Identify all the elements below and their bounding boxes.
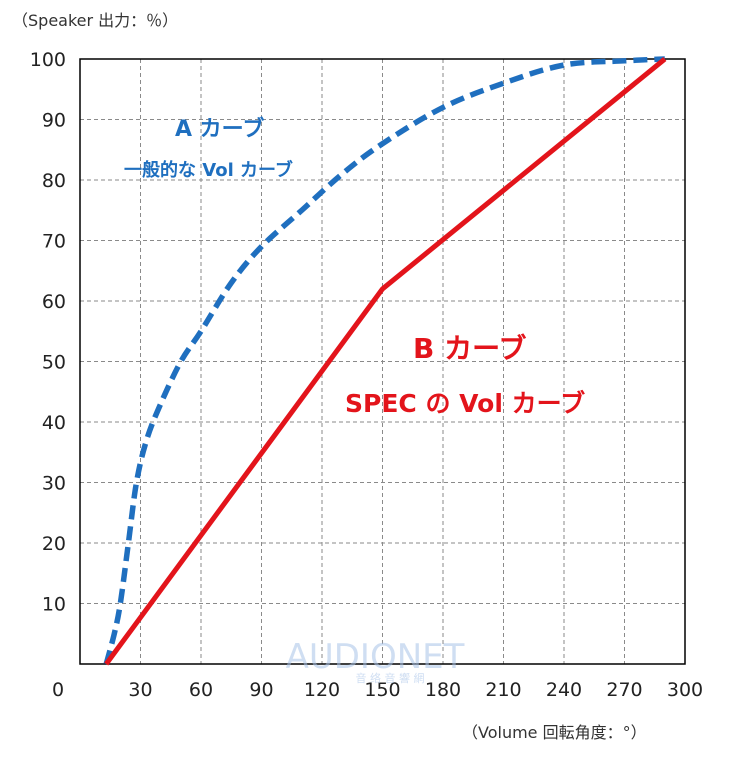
watermark: AUDIONET 音 络 音 響 網 (286, 637, 465, 685)
plot-frame (79, 58, 686, 665)
series-lines (103, 56, 667, 666)
annotation-b-subtitle: SPEC の Vol カーブ (345, 389, 585, 418)
y-tick-label: 70 (42, 231, 66, 253)
x-tick-label: 0 (52, 679, 64, 701)
x-tick-label: 180 (425, 679, 461, 701)
x-tick-label: 90 (249, 679, 273, 701)
x-tick-label: 150 (364, 679, 400, 701)
x-tick-label: 240 (546, 679, 582, 701)
x-axis-label: （Volume 回転角度：°） (462, 723, 647, 742)
y-tick-label: 80 (42, 170, 66, 192)
x-tick-label: 60 (189, 679, 213, 701)
y-tick-label: 20 (42, 533, 66, 555)
x-tick-label: 270 (606, 679, 642, 701)
annotation-b-title: B カーブ (413, 332, 526, 365)
y-tick-label: 30 (42, 473, 66, 495)
y-tick-label: 10 (42, 594, 66, 616)
y-tick-label: 100 (30, 49, 66, 71)
y-tick-label: 40 (42, 412, 66, 434)
x-tick-label: 300 (667, 679, 703, 701)
x-tick-label: 120 (304, 679, 340, 701)
watermark-subtext: 音 络 音 響 網 (356, 671, 425, 685)
y-axis-label: （Speaker 出力：％） (12, 11, 178, 30)
x-tick-label: 30 (128, 679, 152, 701)
annotation-a-subtitle: 一般的な Vol カーブ (124, 159, 293, 181)
y-tick-label: 50 (42, 352, 66, 374)
series-line-a (103, 56, 665, 665)
y-tick-label: 60 (42, 291, 66, 313)
annotation-a-title: A カーブ (175, 116, 264, 142)
watermark-text: AUDIONET (286, 637, 465, 677)
grid (80, 59, 685, 664)
x-tick-labels: 0 30 60 90 120 150 180 210 240 270 300 (52, 679, 703, 701)
y-tick-label: 90 (42, 110, 66, 132)
series-line-b (104, 57, 667, 666)
x-tick-label: 210 (485, 679, 521, 701)
y-tick-labels: 10 20 30 40 50 60 70 80 90 100 (30, 49, 66, 616)
